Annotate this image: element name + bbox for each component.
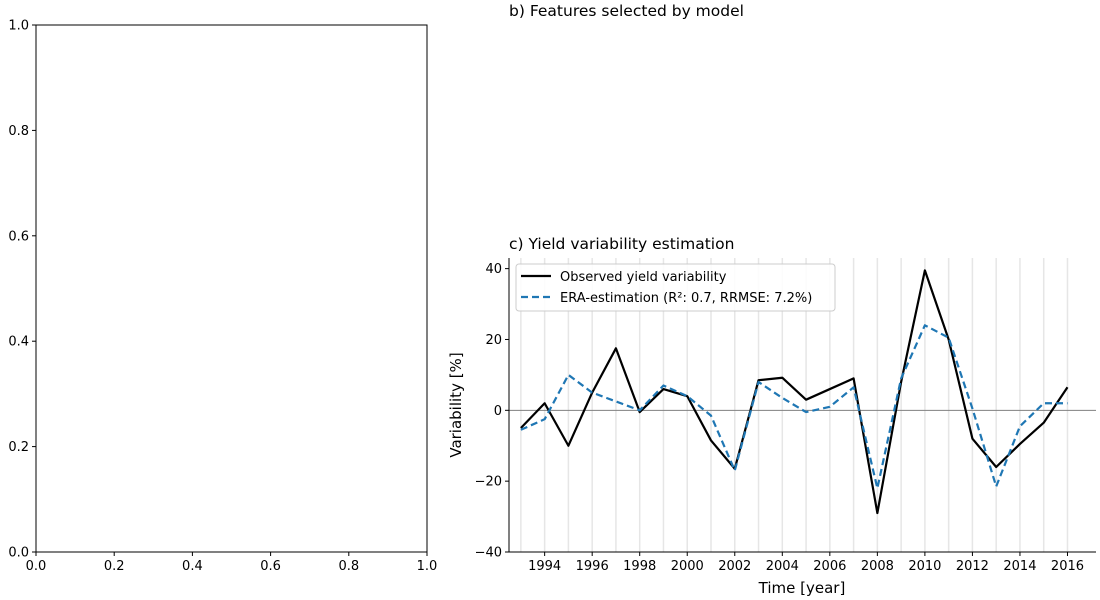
panel-a-x-tick-label: 0.4 [182, 559, 203, 574]
panel-a-y-tick-label: 0.8 [8, 124, 29, 139]
panel-c-x-tick-label: 2002 [718, 559, 751, 574]
panel-b: b) Features selected by model [509, 2, 744, 20]
panel-a-y-tick-label: 0.4 [8, 335, 29, 350]
panel-c-x-tick-label: 2000 [671, 559, 704, 574]
panel-a-y-tick-label: 0.0 [8, 546, 29, 561]
panel-c-x-tick-label: 2004 [766, 559, 799, 574]
panel-c-y-ticks: 40 20 0 −20 −40 [475, 262, 509, 561]
legend-label-estimation: ERA-estimation (R²: 0.7, RRMSE: 7.2%) [560, 291, 812, 306]
panel-c-x-tick-label: 2008 [861, 559, 894, 574]
panel-a-x-tick-label: 0.0 [26, 559, 47, 574]
panel-c-x-tick-label: 2014 [1003, 559, 1036, 574]
panel-a: 0.0 0.2 0.4 0.6 0.8 1.0 0.0 0.2 0.4 0.6 0.8 1.0 [8, 19, 437, 575]
panel-c-x-tick-label: 2006 [813, 559, 846, 574]
panel-c-y-label: Variability [%] [447, 352, 465, 457]
panel-a-frame [35, 24, 428, 553]
panel-a-y-tick-label: 0.6 [8, 229, 29, 244]
panel-c-y-tick-label: −20 [475, 475, 502, 490]
panel-c-x-tick-label: 2010 [908, 559, 941, 574]
panel-c-title: c) Yield variability estimation [509, 235, 734, 253]
panel-a-x-ticks: 0.0 0.2 0.4 0.6 0.8 1.0 [26, 552, 438, 574]
panel-c-y-tick-label: 40 [485, 262, 502, 277]
panel-a-y-tick-label: 0.2 [8, 440, 29, 455]
panel-c-x-label: Time [year] [758, 579, 846, 597]
panel-a-x-tick-label: 0.2 [104, 559, 125, 574]
panel-c-y-tick-label: −40 [475, 546, 502, 561]
panel-c-x-ticks: 1994 1996 1998 2000 2002 2004 2006 2008 2010 2012… [528, 552, 1084, 574]
panel-c-y-tick-label: 0 [494, 404, 502, 419]
panel-a-y-ticks: 0.0 0.2 0.4 0.6 0.8 1.0 [8, 19, 36, 561]
panel-c-x-tick-label: 1998 [623, 559, 656, 574]
legend: Observed yield variability ERA-estimatio… [515, 263, 836, 312]
legend-label-observed: Observed yield variability [560, 270, 727, 285]
panel-c-x-tick-label: 1996 [576, 559, 609, 574]
panel-a-x-tick-label: 1.0 [417, 559, 438, 574]
panel-c: c) Yield variability estimation 1994 1996… [447, 235, 1096, 597]
panel-c-series [520, 269, 1069, 515]
legend-box [515, 263, 836, 312]
panel-c-x-tick-label: 2016 [1051, 559, 1084, 574]
panel-a-x-tick-label: 0.6 [260, 559, 281, 574]
panel-a-y-tick-label: 1.0 [8, 19, 29, 34]
series-estimation-line [520, 324, 1068, 490]
series-observed-line [520, 269, 1069, 515]
panel-c-y-tick-label: 20 [485, 333, 502, 348]
panel-a-x-tick-label: 0.8 [338, 559, 359, 574]
panel-c-x-tick-label: 1994 [528, 559, 561, 574]
panel-c-x-tick-label: 2012 [956, 559, 989, 574]
panel-b-title: b) Features selected by model [509, 2, 744, 20]
